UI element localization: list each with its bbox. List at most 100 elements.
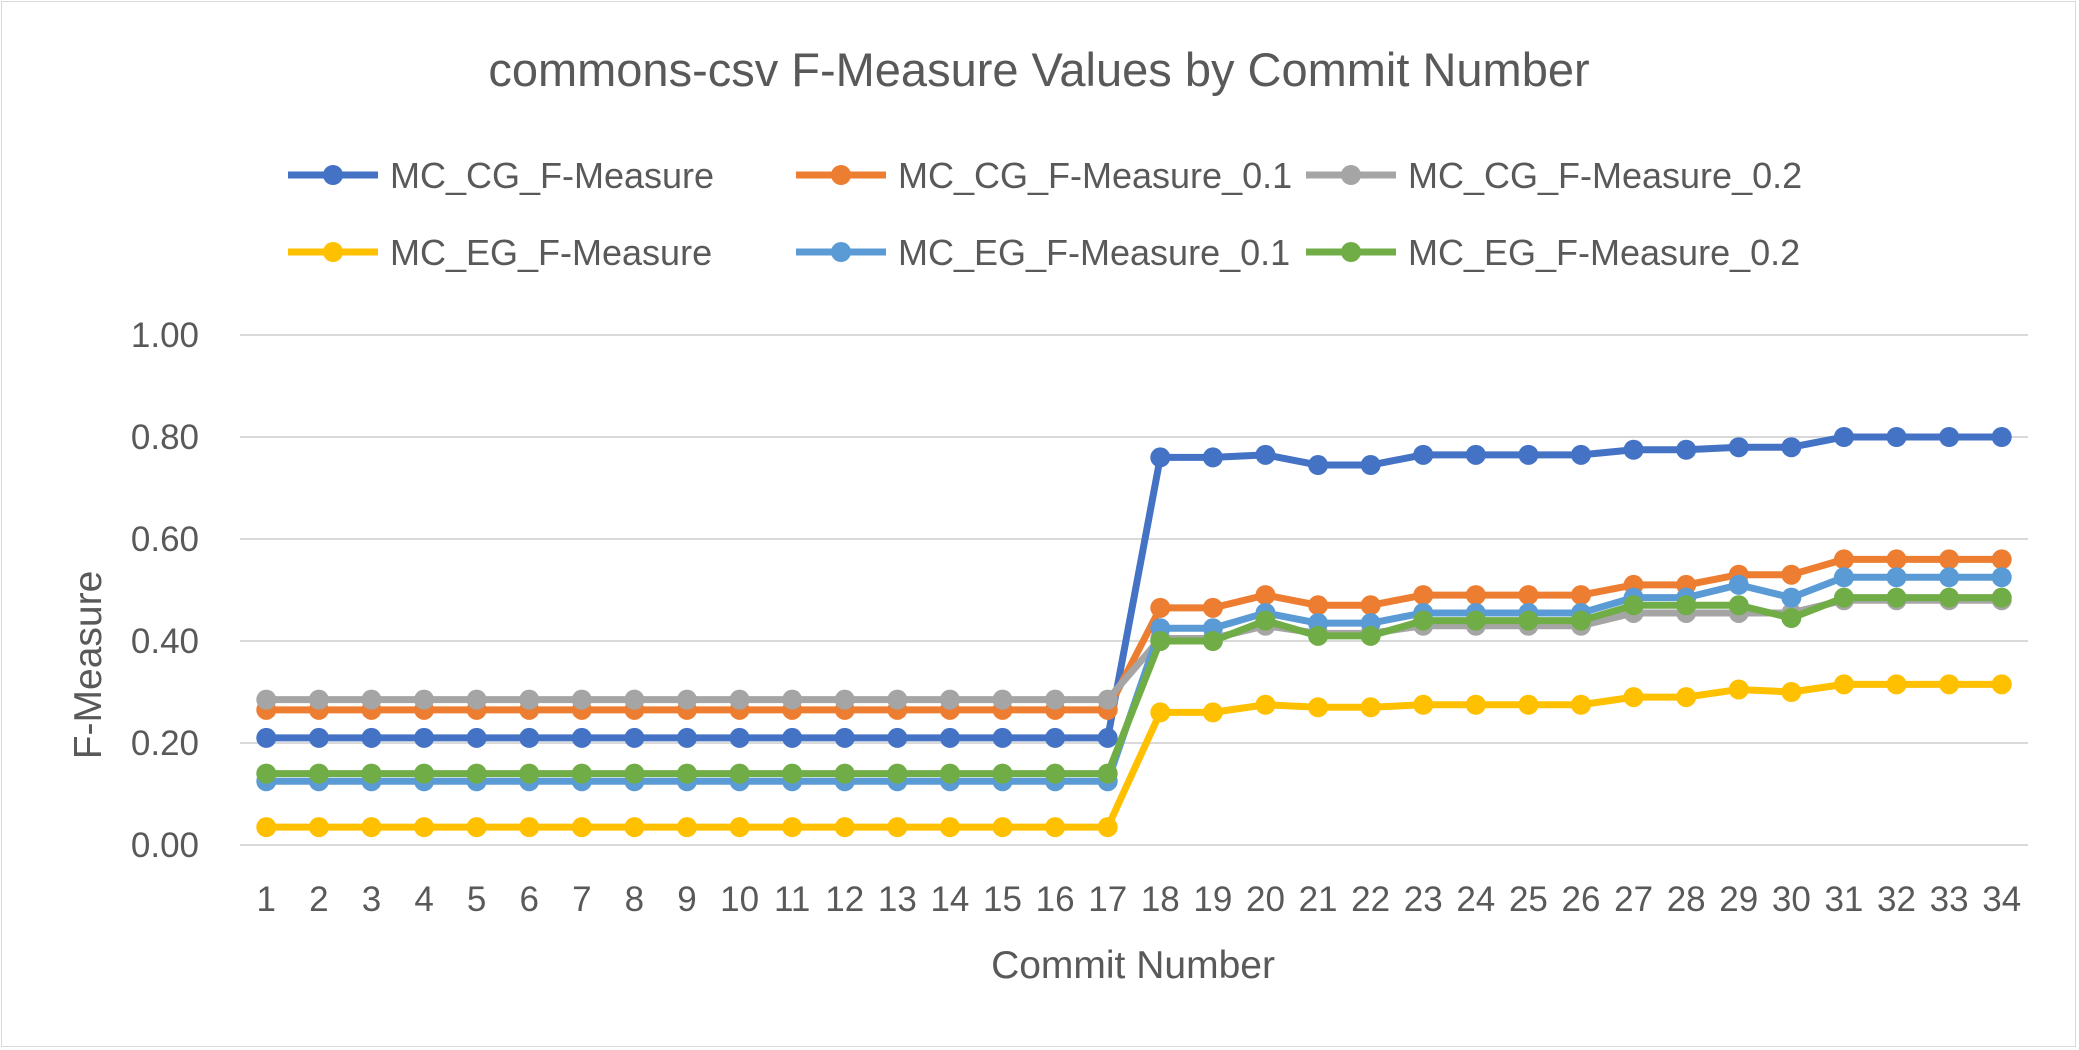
- data-point: [729, 727, 750, 748]
- data-point: [1045, 763, 1066, 784]
- series-line: [266, 680, 2002, 831]
- data-point: [414, 689, 435, 710]
- data-point: [677, 817, 697, 838]
- x-tick-label: 1: [257, 880, 276, 919]
- data-point: [1939, 567, 1960, 588]
- data-point: [887, 763, 908, 784]
- x-tick-label: 20: [1246, 880, 1285, 919]
- data-point: [414, 763, 435, 784]
- legend-label: MC_EG_F-Measure: [390, 232, 712, 273]
- data-point: [1939, 587, 1960, 608]
- x-tick-label: 30: [1772, 880, 1811, 919]
- series-line: [266, 433, 2002, 742]
- data-point: [1045, 727, 1066, 748]
- x-tick-label: 26: [1562, 880, 1601, 919]
- data-point: [1781, 608, 1802, 629]
- data-point: [624, 727, 645, 748]
- data-point: [834, 689, 855, 710]
- data-point: [1833, 427, 1854, 447]
- data-point: [1571, 585, 1591, 606]
- x-tick-label: 18: [1141, 880, 1180, 919]
- data-point: [256, 763, 277, 784]
- data-point: [571, 817, 592, 838]
- data-point: [519, 689, 540, 710]
- data-point: [1991, 587, 2012, 608]
- y-axis-title: F-Measure: [67, 571, 110, 760]
- data-point: [1360, 455, 1381, 476]
- data-point: [1886, 567, 1907, 588]
- data-point: [1255, 694, 1276, 715]
- legend-item: MC_CG_F-Measure_0.2: [1306, 155, 1802, 196]
- x-tick-label: 31: [1824, 880, 1863, 919]
- data-point: [1202, 702, 1223, 723]
- data-point: [1360, 697, 1381, 718]
- data-point: [1571, 694, 1591, 715]
- data-point: [1781, 587, 1802, 608]
- legend-label: MC_CG_F-Measure_0.1: [898, 155, 1292, 196]
- data-point: [992, 763, 1013, 784]
- series-MC_CG_F-Measure_0.2: [256, 590, 2012, 710]
- data-point: [887, 817, 908, 838]
- x-tick-label: 5: [467, 880, 486, 919]
- data-point: [1833, 587, 1854, 608]
- data-point: [1676, 687, 1697, 708]
- data-point: [1045, 689, 1066, 710]
- series-line: [266, 596, 2002, 704]
- data-point: [887, 689, 908, 710]
- data-point: [992, 817, 1013, 838]
- data-point: [1991, 427, 2012, 447]
- data-point: [361, 817, 382, 838]
- chart-title: commons-csv F-Measure Values by Commit N…: [488, 43, 1589, 96]
- legend-item: MC_EG_F-Measure: [288, 232, 712, 273]
- data-point: [1939, 674, 1960, 695]
- data-point: [1939, 549, 1960, 570]
- data-point: [1676, 595, 1697, 616]
- y-tick-label: 0.20: [131, 724, 199, 763]
- data-point: [1255, 444, 1276, 465]
- data-point: [1518, 610, 1539, 631]
- y-tick-label: 0.80: [131, 418, 199, 457]
- data-point: [1518, 585, 1539, 606]
- data-point: [677, 763, 697, 784]
- data-point: [1202, 447, 1223, 468]
- data-point: [571, 727, 592, 748]
- data-point: [1150, 631, 1171, 651]
- data-point: [939, 817, 960, 838]
- x-tick-label: 32: [1877, 880, 1916, 919]
- data-point: [256, 727, 277, 748]
- data-point: [1728, 437, 1749, 458]
- data-point: [1728, 595, 1749, 616]
- data-point: [992, 727, 1013, 748]
- x-tick-label: 9: [677, 880, 696, 919]
- legend-marker: [1341, 165, 1361, 185]
- data-point: [1991, 549, 2012, 570]
- data-point: [361, 727, 382, 748]
- data-point: [729, 689, 750, 710]
- data-point: [939, 763, 960, 784]
- data-point: [256, 817, 277, 838]
- x-tick-label: 29: [1719, 880, 1758, 919]
- legend-item: MC_CG_F-Measure_0.1: [796, 155, 1292, 196]
- data-point: [782, 727, 803, 748]
- data-point: [992, 689, 1013, 710]
- series-group: [256, 427, 2012, 838]
- x-tick-label: 16: [1036, 880, 1075, 919]
- data-point: [1781, 682, 1802, 702]
- x-tick-label: 19: [1193, 880, 1232, 919]
- x-tick-label: 4: [414, 880, 433, 919]
- x-tick-label: 6: [520, 880, 539, 919]
- data-point: [1097, 689, 1118, 710]
- legend-marker: [831, 165, 851, 185]
- data-point: [1202, 597, 1223, 618]
- x-tick-label: 24: [1456, 880, 1495, 919]
- legend-marker: [323, 165, 343, 185]
- x-tick-label: 33: [1930, 880, 1969, 919]
- data-point: [414, 727, 435, 748]
- x-tick-label: 34: [1982, 880, 2021, 919]
- data-point: [308, 689, 329, 710]
- data-point: [1833, 567, 1854, 588]
- y-tick-label: 1.00: [131, 316, 199, 355]
- legend-marker: [1341, 242, 1361, 262]
- x-tick-label: 27: [1614, 880, 1653, 919]
